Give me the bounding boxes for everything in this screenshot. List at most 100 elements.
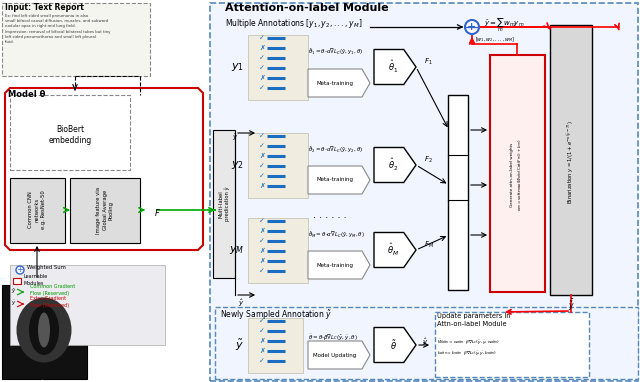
Bar xyxy=(10,178,65,243)
Text: Input: Image: Input: Image xyxy=(42,379,47,382)
Text: ✓: ✓ xyxy=(259,238,265,244)
Circle shape xyxy=(465,20,479,34)
Text: $\hat{\theta}_M = \theta\text{-}\alpha\nabla L_C(\hat{y}, y_M, \theta)$: $\hat{\theta}_M = \theta\text{-}\alpha\n… xyxy=(308,230,365,240)
Text: $\hat{y}$: $\hat{y}$ xyxy=(422,336,428,348)
Bar xyxy=(213,130,235,278)
Bar xyxy=(248,133,308,198)
Bar xyxy=(210,3,638,381)
Text: ✓: ✓ xyxy=(259,143,265,149)
Polygon shape xyxy=(374,327,416,363)
Text: Ex: find left sided small pneumonia in also
small bifocal causal diffusion, musc: Ex: find left sided small pneumonia in a… xyxy=(5,14,110,44)
Text: Newly Sampled Annotation $\tilde{y}$: Newly Sampled Annotation $\tilde{y}$ xyxy=(220,308,332,322)
Text: ✗: ✗ xyxy=(259,348,265,354)
Text: Extra Gradient
Flow (Reserved): Extra Gradient Flow (Reserved) xyxy=(30,296,69,308)
Bar xyxy=(2,3,150,76)
Ellipse shape xyxy=(38,312,50,348)
Text: $\hat{y}$: $\hat{y}$ xyxy=(232,131,238,143)
Text: $\hat{\theta}_2$: $\hat{\theta}_2$ xyxy=(388,157,398,173)
Text: $\tilde{y}$: $\tilde{y}$ xyxy=(12,298,17,308)
Text: ✗: ✗ xyxy=(259,258,265,264)
Text: Meta-training: Meta-training xyxy=(317,178,353,183)
Text: Weighted Sum: Weighted Sum xyxy=(27,265,66,270)
Text: Meta-training: Meta-training xyxy=(317,81,353,86)
Text: ✗: ✗ xyxy=(259,45,265,51)
Text: +: + xyxy=(17,265,24,275)
Text: ✓: ✓ xyxy=(259,163,265,169)
Text: $\hat{y}$: $\hat{y}$ xyxy=(12,286,17,296)
Polygon shape xyxy=(374,50,416,84)
Text: ✓: ✓ xyxy=(259,328,265,334)
Polygon shape xyxy=(5,88,203,250)
Polygon shape xyxy=(308,166,370,194)
Text: $[w_1, w_2, ..., w_M]$: $[w_1, w_2, ..., w_M]$ xyxy=(475,36,515,44)
Text: Model θ: Model θ xyxy=(8,90,45,99)
Bar xyxy=(248,218,308,283)
Text: Binarization $y = 1/(1 + e^{-\kappa(\bar{y}-T)})$: Binarization $y = 1/(1 + e^{-\kappa(\bar… xyxy=(566,120,576,204)
Text: ✓: ✓ xyxy=(259,55,265,61)
Circle shape xyxy=(16,266,24,274)
Polygon shape xyxy=(308,69,370,97)
Text: Generate attn-on-label weights
$w_m = \mathrm{softmax}(W_{attn}(\mathrm{Cat}(F_m: Generate attn-on-label weights $w_m = \m… xyxy=(510,139,524,211)
Text: Common CNN
networks
e.g. ResNet-50: Common CNN networks e.g. ResNet-50 xyxy=(28,191,45,229)
Bar xyxy=(13,278,21,284)
Text: ✓: ✓ xyxy=(259,173,265,179)
Text: $\boldsymbol{y_2}$: $\boldsymbol{y_2}$ xyxy=(231,159,244,171)
Text: Attention-on-label Module: Attention-on-label Module xyxy=(225,3,388,13)
Text: Input: Text Report: Input: Text Report xyxy=(5,3,84,12)
Text: ✓: ✓ xyxy=(259,268,265,274)
Text: Multi-label
predication ŷ: Multi-label predication ŷ xyxy=(218,187,230,221)
Text: $F_1$: $F_1$ xyxy=(424,57,433,67)
Text: ✓: ✓ xyxy=(259,318,265,324)
Bar xyxy=(490,55,545,292)
Text: $\tilde{y}$: $\tilde{y}$ xyxy=(235,337,244,353)
Bar xyxy=(10,265,165,345)
Text: ✗: ✗ xyxy=(259,153,265,159)
Text: ✓: ✓ xyxy=(259,358,265,364)
Text: ✗: ✗ xyxy=(259,183,265,189)
Bar xyxy=(550,25,592,295)
Text: Multiple Annotations $[\boldsymbol{y_1}, \boldsymbol{y_2}, ..., \boldsymbol{y_M}: Multiple Annotations $[\boldsymbol{y_1},… xyxy=(225,17,362,30)
Bar xyxy=(435,312,589,377)
Text: ✓: ✓ xyxy=(259,35,265,41)
Text: Learnable
Modules: Learnable Modules xyxy=(24,274,48,286)
Ellipse shape xyxy=(17,298,72,363)
Polygon shape xyxy=(308,341,370,369)
Text: ✗: ✗ xyxy=(259,248,265,254)
Text: ✓: ✓ xyxy=(259,218,265,224)
Text: ✗: ✗ xyxy=(259,338,265,344)
Bar xyxy=(448,95,468,290)
Text: $\bar{y} = \sum_{m} w_m \boldsymbol{y_m}$: $\bar{y} = \sum_{m} w_m \boldsymbol{y_m}… xyxy=(484,17,525,34)
Text: ✓: ✓ xyxy=(259,85,265,91)
Text: $\hat{\theta}_M$: $\hat{\theta}_M$ xyxy=(387,242,399,258)
Ellipse shape xyxy=(29,305,59,355)
Text: $\hat{W}_{attn} = w_{attn}\ \ \beta\nabla L_c(\hat{y}, \tilde{y}, w_{attn})$
$b_: $\hat{W}_{attn} = w_{attn}\ \ \beta\nabl… xyxy=(437,338,500,358)
Bar xyxy=(248,318,303,373)
Text: ✓: ✓ xyxy=(259,133,265,139)
Bar xyxy=(10,95,130,170)
Text: Common Gradient
Flow (Reserved): Common Gradient Flow (Reserved) xyxy=(30,285,76,296)
Text: Meta-training: Meta-training xyxy=(317,262,353,267)
Text: $F$: $F$ xyxy=(154,207,161,217)
Text: Model Updating: Model Updating xyxy=(314,353,356,358)
Text: $\tilde{\theta} = \theta\text{-}\beta\nabla L_C(\hat{y}, \tilde{y}, \theta)$: $\tilde{\theta} = \theta\text{-}\beta\na… xyxy=(308,333,358,343)
Text: . . . . . .: . . . . . . xyxy=(313,210,347,220)
Bar xyxy=(2,285,87,379)
Text: BioBert
embedding: BioBert embedding xyxy=(49,125,92,146)
Text: $\hat{y}$: $\hat{y}$ xyxy=(238,298,244,309)
Text: Image feature via
Global Average
Pooling: Image feature via Global Average Pooling xyxy=(96,186,114,233)
Text: $\boldsymbol{y_M}$: $\boldsymbol{y_M}$ xyxy=(228,244,244,256)
Text: $F_2$: $F_2$ xyxy=(424,155,433,165)
Text: $\hat{\theta}_2 = \theta\text{-}\alpha\nabla L_C(\hat{y}, y_2, \theta)$: $\hat{\theta}_2 = \theta\text{-}\alpha\n… xyxy=(308,145,364,155)
Text: ✓: ✓ xyxy=(259,65,265,71)
Polygon shape xyxy=(374,233,416,267)
Bar xyxy=(248,35,308,100)
Text: $F_M$: $F_M$ xyxy=(424,240,434,250)
Text: $\hat{\theta}_1 = \theta\text{-}\alpha\nabla L_C(\hat{y}, y_1, \theta)$: $\hat{\theta}_1 = \theta\text{-}\alpha\n… xyxy=(308,47,364,57)
Text: $\bar{\tilde{y}}$: $\bar{\tilde{y}}$ xyxy=(568,298,574,313)
Polygon shape xyxy=(374,147,416,183)
Text: ✗: ✗ xyxy=(259,75,265,81)
Text: $\tilde{\theta}$: $\tilde{\theta}$ xyxy=(390,338,397,352)
Text: $\boldsymbol{y_1}$: $\boldsymbol{y_1}$ xyxy=(231,61,244,73)
Text: $\hat{\theta}_1$: $\hat{\theta}_1$ xyxy=(388,59,398,75)
Bar xyxy=(215,307,638,379)
